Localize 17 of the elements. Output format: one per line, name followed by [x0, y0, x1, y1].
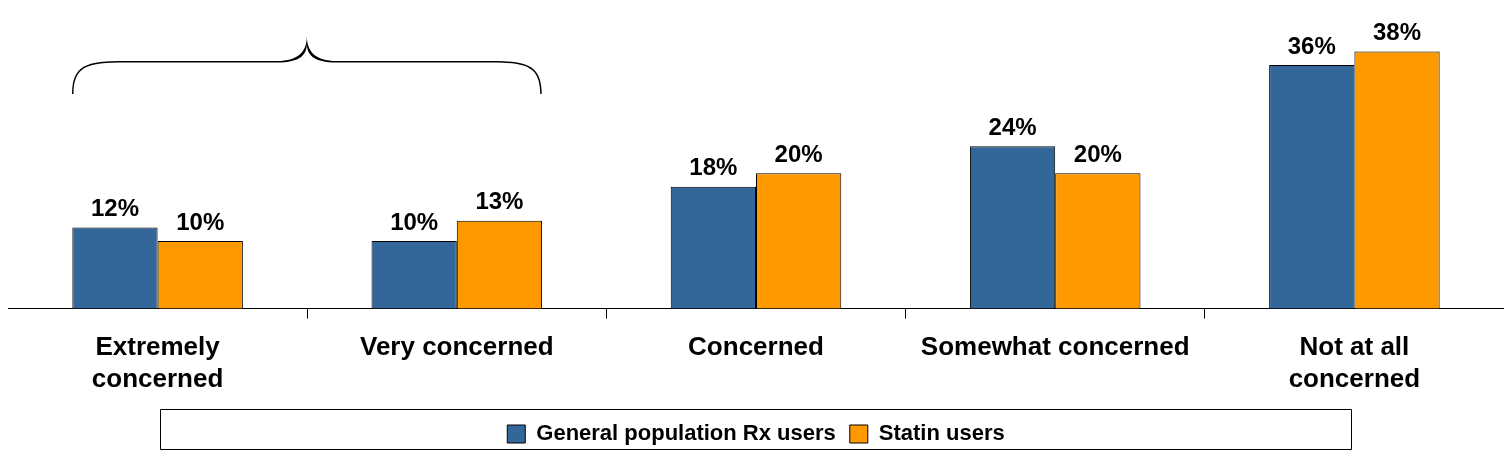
- data-label: 10%: [176, 207, 225, 235]
- data-label: 36%: [1287, 31, 1336, 59]
- data-label: 20%: [774, 139, 823, 167]
- x-tick-label: Somewhat concerned: [920, 331, 1190, 362]
- x-tick-label: Very concerned: [359, 331, 554, 362]
- legend-label: General population Rx users: [536, 420, 836, 446]
- data-label: 12%: [90, 194, 139, 222]
- data-label: 10%: [390, 207, 439, 235]
- x-tick-label: Concerned: [688, 331, 824, 362]
- x-tick-label: Extremely concerned: [91, 331, 224, 393]
- data-label: 20%: [1073, 139, 1122, 167]
- legend-label: Statin users: [878, 420, 1005, 446]
- data-label: 38%: [1373, 18, 1422, 46]
- data-label: 18%: [689, 153, 738, 181]
- x-tick-label: Not at all concerned: [1288, 331, 1421, 393]
- data-label: 13%: [475, 187, 524, 215]
- data-label: 24%: [988, 112, 1037, 140]
